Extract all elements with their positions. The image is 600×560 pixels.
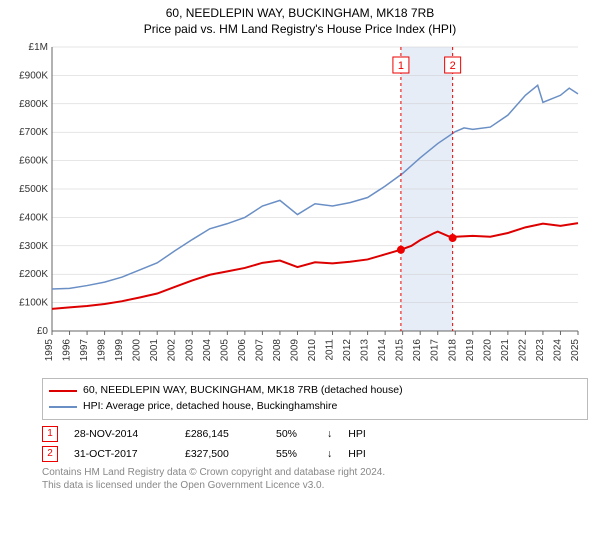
copyright-line: Contains HM Land Registry data © Crown c… [42,466,588,479]
svg-text:2017: 2017 [430,339,441,362]
down-arrow-icon: ↓ [327,448,332,460]
svg-text:2001: 2001 [149,339,160,362]
title-line1: 60, NEEDLEPIN WAY, BUCKINGHAM, MK18 7RB [0,6,600,22]
svg-text:£600K: £600K [19,156,48,167]
svg-text:2005: 2005 [219,339,230,362]
txn-date: 31-OCT-2017 [74,448,169,460]
svg-text:2016: 2016 [412,339,423,362]
svg-text:2000: 2000 [132,339,143,362]
svg-text:2018: 2018 [447,339,458,362]
svg-text:2020: 2020 [482,339,493,362]
legend-label: HPI: Average price, detached house, Buck… [83,399,337,415]
txn-price: £286,145 [185,428,260,440]
svg-text:£100K: £100K [19,298,48,309]
svg-text:2009: 2009 [289,339,300,362]
svg-text:2004: 2004 [202,339,213,362]
svg-text:2007: 2007 [254,339,265,362]
svg-text:£700K: £700K [19,127,48,138]
legend-label: 60, NEEDLEPIN WAY, BUCKINGHAM, MK18 7RB … [83,383,403,399]
svg-text:2022: 2022 [517,339,528,362]
down-arrow-icon: ↓ [327,428,332,440]
transaction-row: 2 31-OCT-2017 £327,500 55% ↓ HPI [42,446,588,462]
svg-text:2002: 2002 [167,339,178,362]
legend-swatch [49,406,77,408]
svg-text:2008: 2008 [272,339,283,362]
txn-date: 28-NOV-2014 [74,428,169,440]
svg-text:2: 2 [450,60,456,72]
txn-vs: HPI [348,428,366,440]
svg-text:£400K: £400K [19,213,48,224]
svg-text:1999: 1999 [114,339,125,362]
txn-pct: 50% [276,428,311,440]
svg-text:2019: 2019 [465,339,476,362]
svg-text:£800K: £800K [19,99,48,110]
svg-text:2003: 2003 [184,339,195,362]
svg-text:2021: 2021 [500,339,511,362]
svg-text:2025: 2025 [570,339,581,362]
txn-vs: HPI [348,448,366,460]
svg-text:£900K: £900K [19,71,48,82]
svg-text:1997: 1997 [79,339,90,362]
legend-swatch [49,390,77,392]
marker-badge: 2 [42,446,58,462]
svg-text:1996: 1996 [62,339,73,362]
svg-text:£500K: £500K [19,184,48,195]
svg-text:2011: 2011 [325,339,336,361]
svg-text:2013: 2013 [360,339,371,362]
svg-text:1998: 1998 [97,339,108,362]
price-chart: £0 £100K £200K £300K £400K £500K £600K £700K £80… [12,41,588,371]
svg-text:£300K: £300K [19,241,48,252]
svg-text:1995: 1995 [44,339,55,362]
svg-text:2023: 2023 [535,339,546,362]
svg-text:£200K: £200K [19,269,48,280]
legend: 60, NEEDLEPIN WAY, BUCKINGHAM, MK18 7RB … [42,378,588,420]
svg-text:2006: 2006 [237,339,248,362]
transactions-table: 1 28-NOV-2014 £286,145 50% ↓ HPI 2 31-OC… [42,426,588,462]
svg-text:£0: £0 [37,326,49,337]
txn-pct: 55% [276,448,311,460]
svg-text:2010: 2010 [307,339,318,362]
svg-text:2015: 2015 [395,339,406,362]
svg-text:2014: 2014 [377,339,388,362]
svg-text:1: 1 [398,60,404,72]
svg-text:2024: 2024 [552,339,563,362]
svg-text:2012: 2012 [342,339,353,362]
legend-item: HPI: Average price, detached house, Buck… [49,399,581,415]
legend-item: 60, NEEDLEPIN WAY, BUCKINGHAM, MK18 7RB … [49,383,581,399]
title-line2: Price paid vs. HM Land Registry's House … [0,22,600,38]
svg-text:£1M: £1M [29,42,48,53]
copyright-notice: Contains HM Land Registry data © Crown c… [42,466,588,492]
txn-price: £327,500 [185,448,260,460]
copyright-line: This data is licensed under the Open Gov… [42,479,588,492]
transaction-row: 1 28-NOV-2014 £286,145 50% ↓ HPI [42,426,588,442]
chart-title: 60, NEEDLEPIN WAY, BUCKINGHAM, MK18 7RB … [0,0,600,37]
marker-badge: 1 [42,426,58,442]
chart-area: £0 £100K £200K £300K £400K £500K £600K £700K £80… [12,41,588,376]
